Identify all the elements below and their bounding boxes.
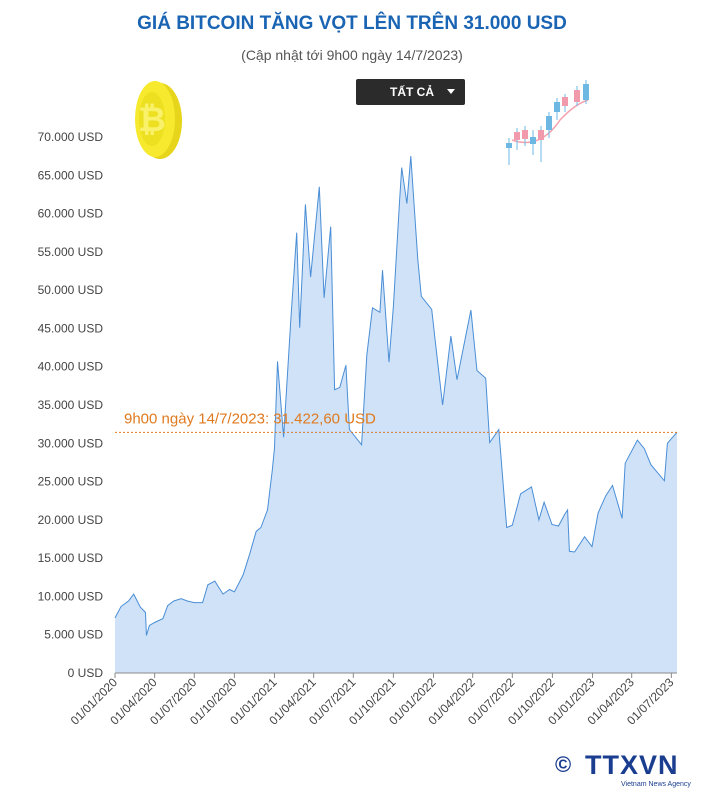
agency-name: Vietnam News Agency <box>621 781 691 788</box>
svg-text:₿: ₿ <box>138 101 166 139</box>
chart-subtitle: (Cập nhật tới 9h00 ngày 14/7/2023) <box>241 47 463 63</box>
y-tick-label: 65.000 USD <box>38 168 104 182</box>
ttxvn-logo: © TTXVN Vietnam News Agency <box>555 750 695 792</box>
logo-text: TTXVN <box>585 750 679 780</box>
x-axis: 01/01/202001/04/202001/07/202001/10/2020… <box>68 672 677 728</box>
y-tick-label: 5.000 USD <box>44 628 103 642</box>
chevron-down-icon <box>447 89 455 94</box>
y-tick-label: 45.000 USD <box>38 321 104 335</box>
y-tick-label: 15.000 USD <box>38 551 104 565</box>
range-filter-label: TẤT CẢ <box>390 85 434 99</box>
candlestick-chart-icon <box>506 80 589 165</box>
y-tick-label: 20.000 USD <box>38 513 104 527</box>
y-tick-label: 10.000 USD <box>38 589 104 603</box>
chart-title: GIÁ BITCOIN TĂNG VỌT LÊN TRÊN 31.000 USD <box>137 13 567 34</box>
y-tick-label: 30.000 USD <box>38 436 104 450</box>
y-tick-label: 0 USD <box>68 666 104 680</box>
bitcoin-coin-icon: ₿ <box>135 81 182 159</box>
range-filter-dropdown[interactable]: TẤT CẢ <box>356 79 465 105</box>
copyright-symbol: © <box>555 752 572 777</box>
y-tick-label: 60.000 USD <box>38 207 104 221</box>
y-tick-label: 25.000 USD <box>38 475 104 489</box>
y-tick-label: 70.000 USD <box>38 130 104 144</box>
reference-label: 9h00 ngày 14/7/2023: 31.422,60 USD <box>124 410 376 427</box>
y-tick-label: 40.000 USD <box>38 360 104 374</box>
y-tick-label: 55.000 USD <box>38 245 104 259</box>
price-area <box>115 156 677 674</box>
price-line <box>114 156 678 636</box>
y-tick-label: 35.000 USD <box>38 398 104 412</box>
y-axis: 0 USD 5.000 USD 10.000 USD 15.000 USD 20.000… <box>38 130 104 680</box>
plot-area: 9h00 ngày 14/7/2023: 31.422,60 USD <box>114 156 678 674</box>
y-tick-label: 50.000 USD <box>38 283 104 297</box>
